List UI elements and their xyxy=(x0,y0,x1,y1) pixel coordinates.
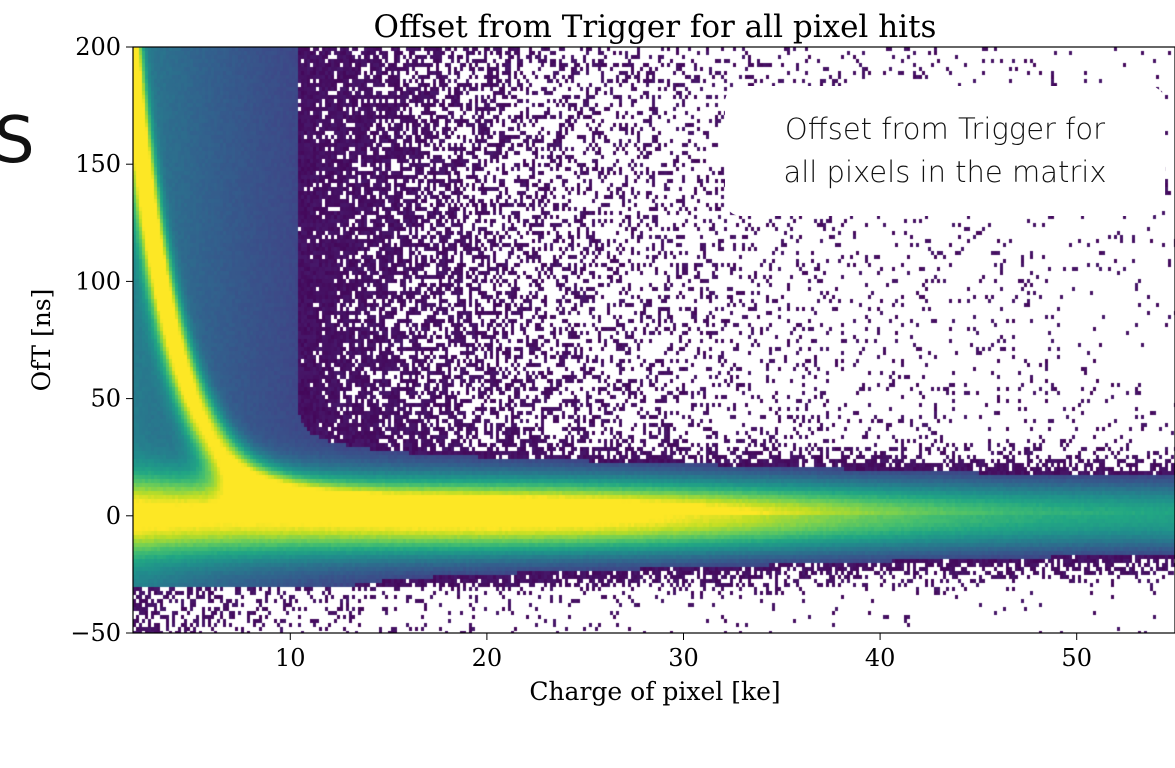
y-axis-label: OfT [ns] xyxy=(27,289,56,392)
x-tick-label: 40 xyxy=(865,644,896,672)
y-tick-label: 150 xyxy=(75,150,121,178)
axes: 10 20 30 40 50 −50 0 50 100 150 200 xyxy=(70,33,1175,672)
chart-title: Offset from Trigger for all pixel hits xyxy=(374,9,937,45)
y-tick-label: −50 xyxy=(70,619,121,647)
x-tick-label: 10 xyxy=(275,644,306,672)
x-tick-label: 20 xyxy=(472,644,503,672)
y-tick-label: 200 xyxy=(75,33,121,61)
x-tick-label: 50 xyxy=(1061,644,1092,672)
y-tick-label: 50 xyxy=(90,385,121,413)
x-tick-label: 30 xyxy=(668,644,699,672)
y-tick-label: 0 xyxy=(106,502,121,530)
annotation-box: Offset from Trigger for all pixels in th… xyxy=(725,86,1165,216)
edge-glyph: S xyxy=(0,104,35,178)
plot-frame xyxy=(132,46,1175,634)
annotation-line-2: all pixels in the matrix xyxy=(783,155,1107,189)
x-axis-label: Charge of pixel [ke] xyxy=(529,677,780,706)
annotation-line-1: Offset from Trigger for xyxy=(784,112,1106,146)
y-tick-label: 100 xyxy=(75,267,121,295)
